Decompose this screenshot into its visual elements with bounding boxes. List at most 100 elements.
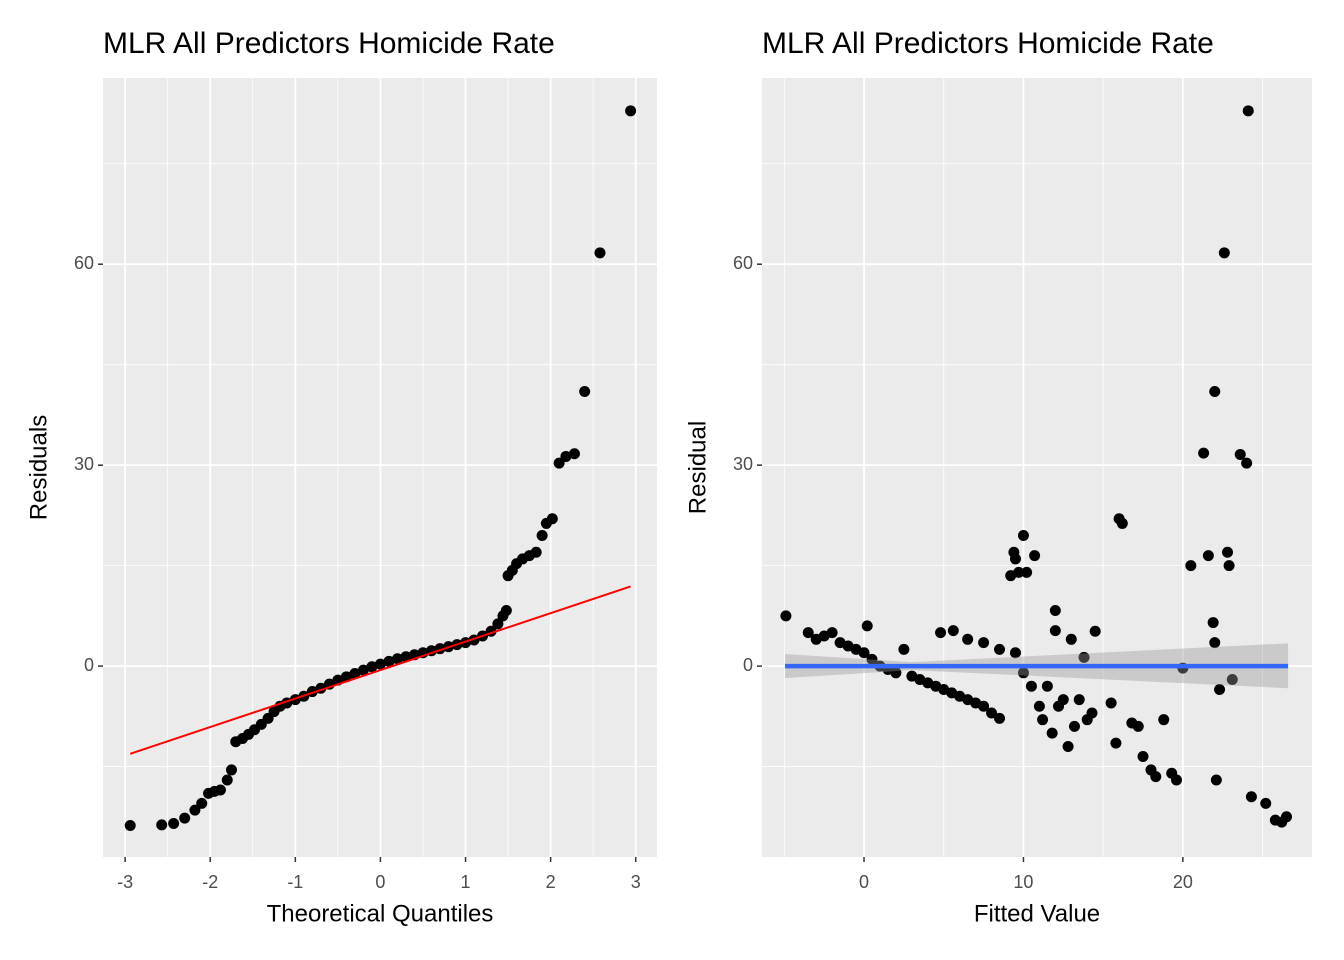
point — [1209, 637, 1221, 649]
point — [1223, 560, 1235, 572]
point — [1110, 737, 1122, 749]
point — [1068, 720, 1080, 732]
point — [400, 651, 412, 663]
point — [391, 653, 403, 665]
point — [1210, 774, 1222, 786]
point — [1226, 673, 1238, 685]
point — [568, 448, 580, 460]
y-tick-label: 30 — [74, 454, 94, 474]
point — [780, 610, 792, 622]
point — [1065, 633, 1077, 645]
point — [1280, 811, 1292, 823]
point — [179, 812, 191, 824]
point — [530, 546, 542, 558]
point — [826, 627, 838, 639]
y-tick-label: 0 — [743, 655, 753, 675]
point — [189, 804, 201, 816]
point — [1198, 447, 1210, 459]
point — [1049, 605, 1061, 617]
chart-title: MLR All Predictors Homicide Rate — [762, 27, 1214, 60]
point — [221, 774, 233, 786]
point — [994, 643, 1006, 655]
point — [349, 667, 361, 679]
point — [1041, 680, 1053, 692]
point — [1150, 771, 1162, 783]
point — [214, 784, 226, 796]
point — [1057, 694, 1069, 706]
point — [196, 797, 208, 809]
point — [986, 707, 998, 719]
point — [802, 627, 814, 639]
point — [383, 655, 395, 667]
point — [978, 700, 990, 712]
panel: 0 30 60 0 10 20 MLR All Predictors Homicide Ra… — [684, 27, 1312, 927]
point — [962, 633, 974, 645]
y-tick-label: 30 — [733, 454, 753, 474]
point — [1132, 720, 1144, 732]
point — [594, 247, 606, 259]
point — [1222, 546, 1234, 558]
plot-background — [762, 78, 1312, 857]
x-tick-label: 20 — [1173, 872, 1193, 892]
y-axis-label: Residual — [684, 421, 711, 514]
point — [1009, 647, 1021, 659]
chart-title: MLR All Predictors Homicide Rate — [103, 27, 555, 60]
x-tick-label: -3 — [117, 872, 133, 892]
reference-line — [129, 585, 631, 755]
y-tick-label: 60 — [74, 253, 94, 273]
point — [1025, 680, 1037, 692]
point — [1073, 694, 1085, 706]
x-tick-label: -1 — [287, 872, 303, 892]
point — [1245, 791, 1257, 803]
point — [866, 653, 878, 665]
point — [1009, 553, 1021, 565]
point — [935, 627, 947, 639]
point — [890, 667, 902, 679]
point — [1260, 797, 1272, 809]
point — [156, 819, 168, 831]
point — [536, 529, 548, 541]
x-tick-label: 0 — [375, 872, 385, 892]
point — [1049, 625, 1061, 637]
point — [1017, 667, 1029, 679]
y-tick-label: 0 — [84, 655, 94, 675]
point — [1017, 529, 1029, 541]
x-tick-label: 2 — [546, 872, 556, 892]
point — [1137, 751, 1149, 763]
point — [1242, 105, 1254, 117]
y-tick-label: 60 — [733, 253, 753, 273]
point — [1105, 697, 1117, 709]
point — [1185, 560, 1197, 572]
x-tick-label: -2 — [202, 872, 218, 892]
point — [1209, 385, 1221, 397]
point — [1202, 550, 1214, 562]
point — [858, 647, 870, 659]
point — [1037, 714, 1049, 726]
point — [1207, 617, 1219, 629]
x-axis-label: Fitted Value — [974, 900, 1100, 927]
point — [1078, 651, 1090, 663]
point — [357, 664, 369, 676]
point — [625, 105, 637, 117]
point — [898, 643, 910, 655]
point — [553, 457, 565, 469]
point — [1158, 714, 1170, 726]
point — [1214, 684, 1226, 696]
point — [1170, 774, 1182, 786]
point — [226, 764, 238, 776]
point — [1086, 707, 1098, 719]
x-axis-label: Theoretical Quantiles — [267, 900, 494, 927]
point — [124, 820, 136, 832]
point — [366, 661, 378, 673]
point — [1013, 566, 1025, 578]
point — [1021, 566, 1033, 578]
point — [1062, 740, 1074, 752]
point — [1046, 727, 1058, 739]
point — [560, 450, 572, 462]
point — [994, 712, 1006, 724]
point — [978, 637, 990, 649]
x-tick-label: 0 — [859, 872, 869, 892]
point — [500, 605, 512, 617]
point — [579, 385, 591, 397]
